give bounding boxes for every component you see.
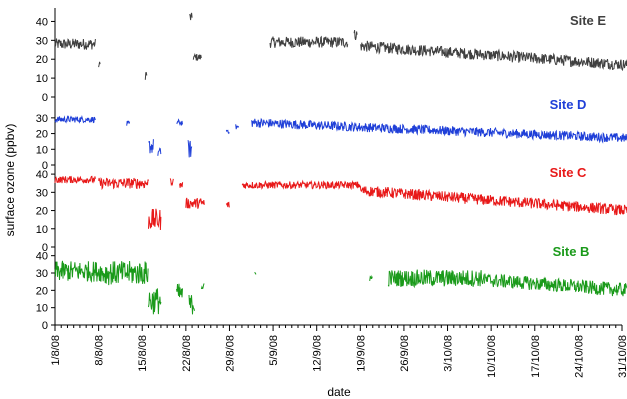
panel-site-b: 0 10 20 30 40 Site B bbox=[36, 244, 627, 332]
x-tick-label: 15/8/08 bbox=[137, 335, 149, 372]
series-line bbox=[144, 72, 148, 80]
series-line bbox=[185, 197, 205, 209]
y-tick-label: 0 bbox=[42, 242, 48, 254]
y-tick-label: 30 bbox=[36, 35, 48, 47]
series-line bbox=[192, 52, 202, 61]
y-tick-label: 10 bbox=[36, 303, 48, 315]
x-tick-label: 29/8/08 bbox=[224, 335, 236, 372]
y-tick-label: 10 bbox=[36, 73, 48, 85]
panel-site-c: 0 10 20 30 40 Site C bbox=[36, 165, 627, 254]
x-tick-label: 22/8/08 bbox=[181, 335, 193, 372]
series-line bbox=[176, 283, 183, 298]
x-tick-label: 8/8/08 bbox=[94, 335, 106, 366]
series-line bbox=[254, 272, 257, 275]
series-line bbox=[157, 147, 162, 156]
y-tick-label: 40 bbox=[36, 16, 48, 28]
y-tick-label: 0 bbox=[42, 160, 48, 172]
x-tick-label: 26/9/08 bbox=[399, 335, 411, 372]
y-tick-label: 10 bbox=[36, 144, 48, 156]
y-tick-label: 0 bbox=[42, 92, 48, 104]
series-line bbox=[241, 179, 361, 191]
y-tick-label: 40 bbox=[36, 251, 48, 263]
series-line bbox=[353, 30, 358, 41]
series-line bbox=[98, 61, 101, 68]
y-tick-label: 30 bbox=[36, 268, 48, 280]
series-line bbox=[359, 40, 627, 72]
series-label: Site D bbox=[550, 97, 587, 112]
y-tick-label: 30 bbox=[36, 187, 48, 199]
series-line bbox=[187, 140, 193, 158]
series-line bbox=[250, 117, 627, 144]
series-label: Site C bbox=[550, 165, 587, 180]
x-tick-label: 12/9/08 bbox=[312, 335, 324, 372]
x-tick-label: 17/10/08 bbox=[530, 335, 542, 378]
series-line bbox=[269, 35, 349, 49]
series-line bbox=[179, 182, 184, 188]
y-tick-label: 20 bbox=[36, 206, 48, 218]
series-line bbox=[54, 38, 96, 50]
series-line bbox=[387, 269, 485, 289]
x-tick-label: 31/10/08 bbox=[617, 335, 627, 378]
series-line bbox=[101, 260, 149, 286]
panel-site-e: 0 10 20 30 40 Site E bbox=[36, 12, 627, 104]
series-line bbox=[54, 260, 102, 283]
y-tick-label: 10 bbox=[36, 224, 48, 236]
x-tick-label: 5/9/08 bbox=[268, 335, 280, 366]
series-line bbox=[148, 288, 162, 315]
series-line bbox=[54, 175, 96, 184]
series-line bbox=[169, 178, 174, 187]
series-line bbox=[188, 294, 195, 315]
x-tick-label: 19/9/08 bbox=[355, 335, 367, 372]
series-line bbox=[148, 208, 162, 231]
x-tick-label: 3/10/08 bbox=[443, 335, 455, 372]
series-line bbox=[225, 129, 230, 135]
series-line bbox=[484, 273, 627, 297]
x-tick-label: 10/10/08 bbox=[486, 335, 498, 378]
series-line bbox=[126, 120, 131, 126]
y-tick-label: 20 bbox=[36, 129, 48, 141]
x-tick-label: 1/8/08 bbox=[50, 335, 62, 366]
panel-site-d: 0 10 20 30 Site D bbox=[36, 97, 627, 172]
series-line bbox=[369, 274, 373, 281]
series-label: Site E bbox=[570, 13, 606, 28]
series-line bbox=[235, 124, 240, 130]
series-line bbox=[176, 118, 183, 126]
y-tick-label: 30 bbox=[36, 113, 48, 125]
series-line bbox=[148, 139, 154, 154]
series-line bbox=[359, 185, 627, 216]
series-line bbox=[225, 201, 230, 208]
y-tick-label: 0 bbox=[42, 320, 48, 332]
y-tick-label: 20 bbox=[36, 285, 48, 297]
x-tick-label: 24/10/08 bbox=[573, 335, 585, 378]
series-line bbox=[200, 283, 205, 290]
x-axis-title: date bbox=[327, 385, 351, 399]
series-label: Site B bbox=[553, 244, 590, 259]
y-axis-title: surface ozone (ppbv) bbox=[3, 124, 17, 237]
series-line bbox=[189, 12, 193, 21]
y-tick-label: 20 bbox=[36, 54, 48, 66]
y-tick-label: 40 bbox=[36, 169, 48, 181]
series-line bbox=[98, 177, 149, 191]
series-line bbox=[54, 114, 96, 124]
